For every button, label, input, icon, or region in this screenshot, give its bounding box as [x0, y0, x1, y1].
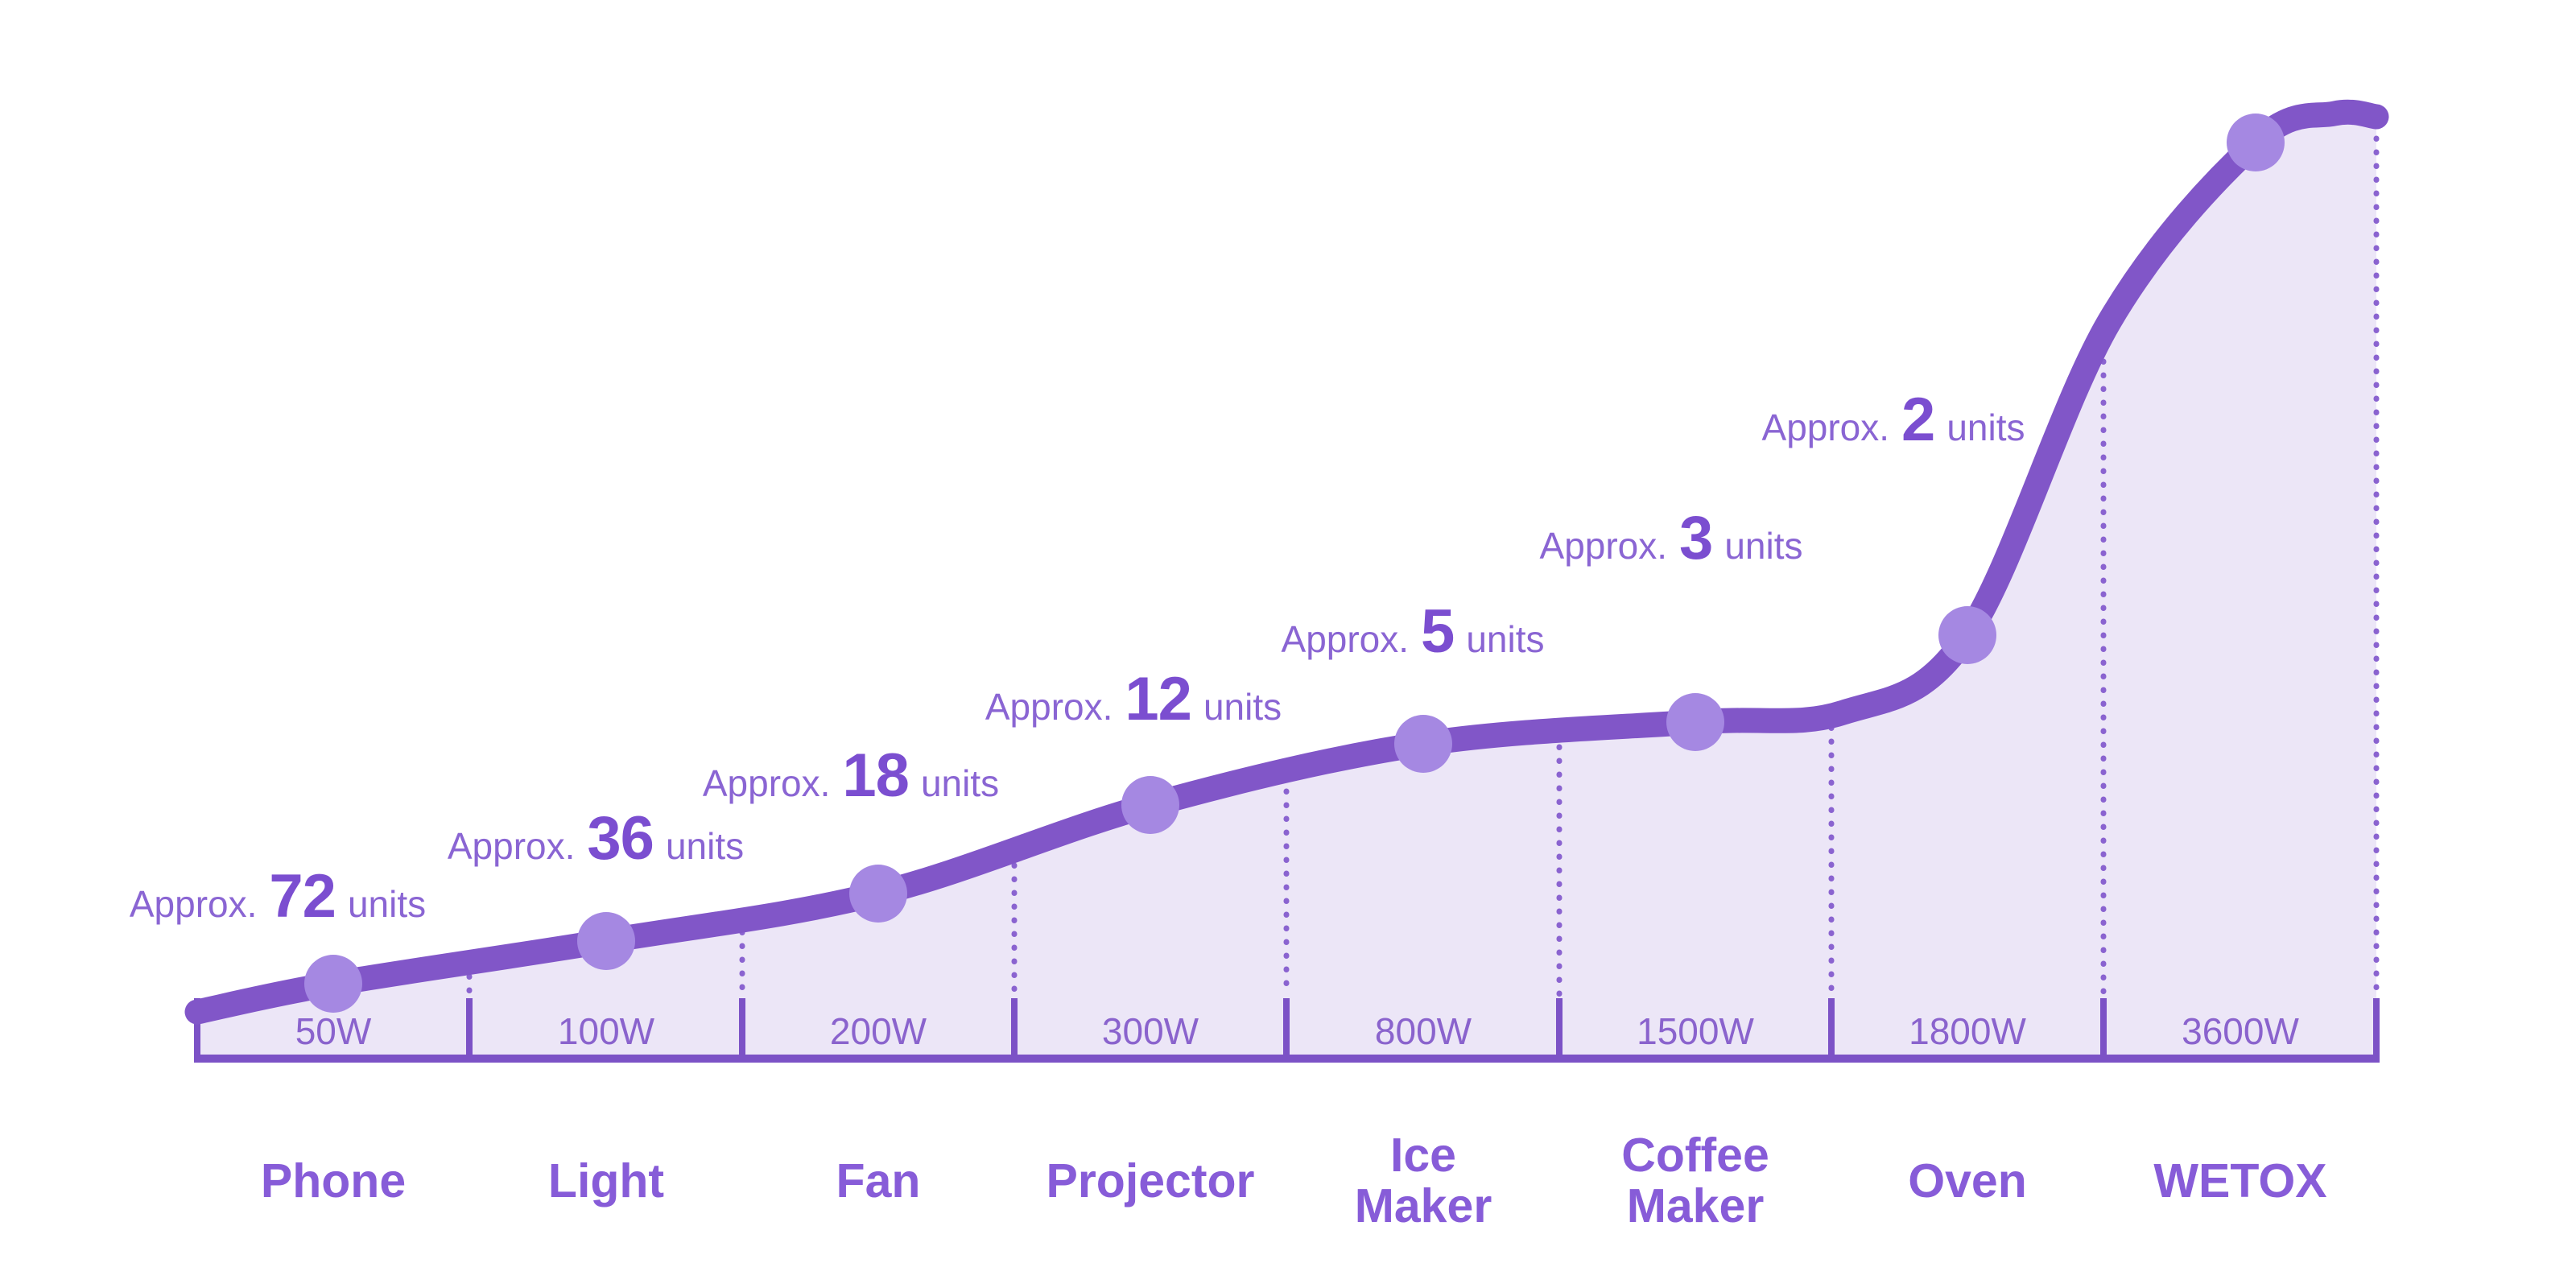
approx-value: 2: [1901, 386, 1935, 454]
wattage-label: 3600W: [2182, 1009, 2299, 1052]
device-label-line: Projector: [1046, 1154, 1255, 1208]
approx-prefix: Approx.: [985, 686, 1113, 728]
device-label-fan: Fan: [836, 1121, 921, 1241]
approx-suffix: units: [1946, 407, 2025, 448]
approx-suffix: units: [347, 883, 427, 925]
approx-value: 12: [1125, 665, 1192, 733]
approx-value: 18: [842, 741, 910, 810]
device-label-projector: Projector: [1046, 1121, 1254, 1241]
approx-units-label: Approx. 2 units: [1762, 390, 2025, 451]
data-point-dot-wetox: [2227, 114, 2285, 171]
wattage-label: 50W: [295, 1009, 372, 1052]
device-label-coffee-maker: Coffee Maker: [1621, 1121, 1769, 1241]
wattage-label: 1800W: [1909, 1009, 2026, 1052]
approx-prefix: Approx.: [702, 762, 831, 804]
approx-value: 72: [269, 862, 336, 931]
approx-prefix: Approx.: [1761, 407, 1890, 448]
approx-suffix: units: [1466, 618, 1545, 660]
device-label-line: Ice: [1389, 1129, 1457, 1183]
approx-units-label: Approx. 12 units: [985, 669, 1282, 730]
device-label-line: Maker: [1626, 1179, 1765, 1232]
data-point-dot-oven: [1938, 606, 1996, 664]
data-point-dot-fan: [849, 865, 907, 923]
device-label-line: Light: [547, 1154, 665, 1208]
approx-units-label: Approx. 36 units: [448, 808, 744, 869]
approx-units-label: Approx. 5 units: [1282, 601, 1545, 663]
device-label-line: Phone: [260, 1154, 407, 1208]
approx-value: 5: [1421, 597, 1455, 666]
device-label-line: Maker: [1354, 1179, 1492, 1232]
approx-suffix: units: [1724, 525, 1803, 567]
data-point-dot-ice-maker: [1394, 715, 1452, 773]
device-label-line: Oven: [1908, 1154, 2027, 1208]
device-label-line: Fan: [836, 1154, 921, 1208]
approx-value: 3: [1679, 504, 1713, 572]
approx-prefix: Approx.: [1539, 525, 1668, 567]
approx-suffix: units: [665, 825, 745, 867]
wattage-label: 300W: [1101, 1009, 1199, 1052]
approx-suffix: units: [1203, 686, 1282, 728]
approx-prefix: Approx.: [1281, 618, 1410, 660]
data-point-dot-phone: [304, 955, 362, 1013]
device-label-wetox: WETOX: [2153, 1121, 2326, 1241]
approx-suffix: units: [920, 762, 1000, 804]
device-label-phone: Phone: [261, 1121, 406, 1241]
data-point-dot-projector: [1121, 776, 1179, 834]
wattage-label: 800W: [1374, 1009, 1472, 1052]
device-label-line: WETOX: [2153, 1154, 2327, 1208]
approx-units-label: Approx. 3 units: [1540, 508, 1803, 569]
data-point-dot-light: [577, 912, 635, 970]
device-label-line: Coffee: [1621, 1129, 1769, 1183]
approx-units-label: Approx. 72 units: [130, 866, 426, 927]
device-label-light: Light: [548, 1121, 664, 1241]
device-label-oven: Oven: [1908, 1121, 2027, 1241]
approx-value: 36: [587, 804, 654, 873]
approx-prefix: Approx.: [129, 883, 258, 925]
data-point-dot-coffee-maker: [1666, 693, 1724, 751]
wattage-label: 200W: [829, 1009, 927, 1052]
device-label-ice-maker: Ice Maker: [1355, 1121, 1492, 1241]
approx-units-label: Approx. 18 units: [703, 745, 999, 807]
approx-prefix: Approx.: [447, 825, 576, 867]
wattage-label: 1500W: [1637, 1009, 1754, 1052]
wattage-label: 100W: [557, 1009, 655, 1052]
